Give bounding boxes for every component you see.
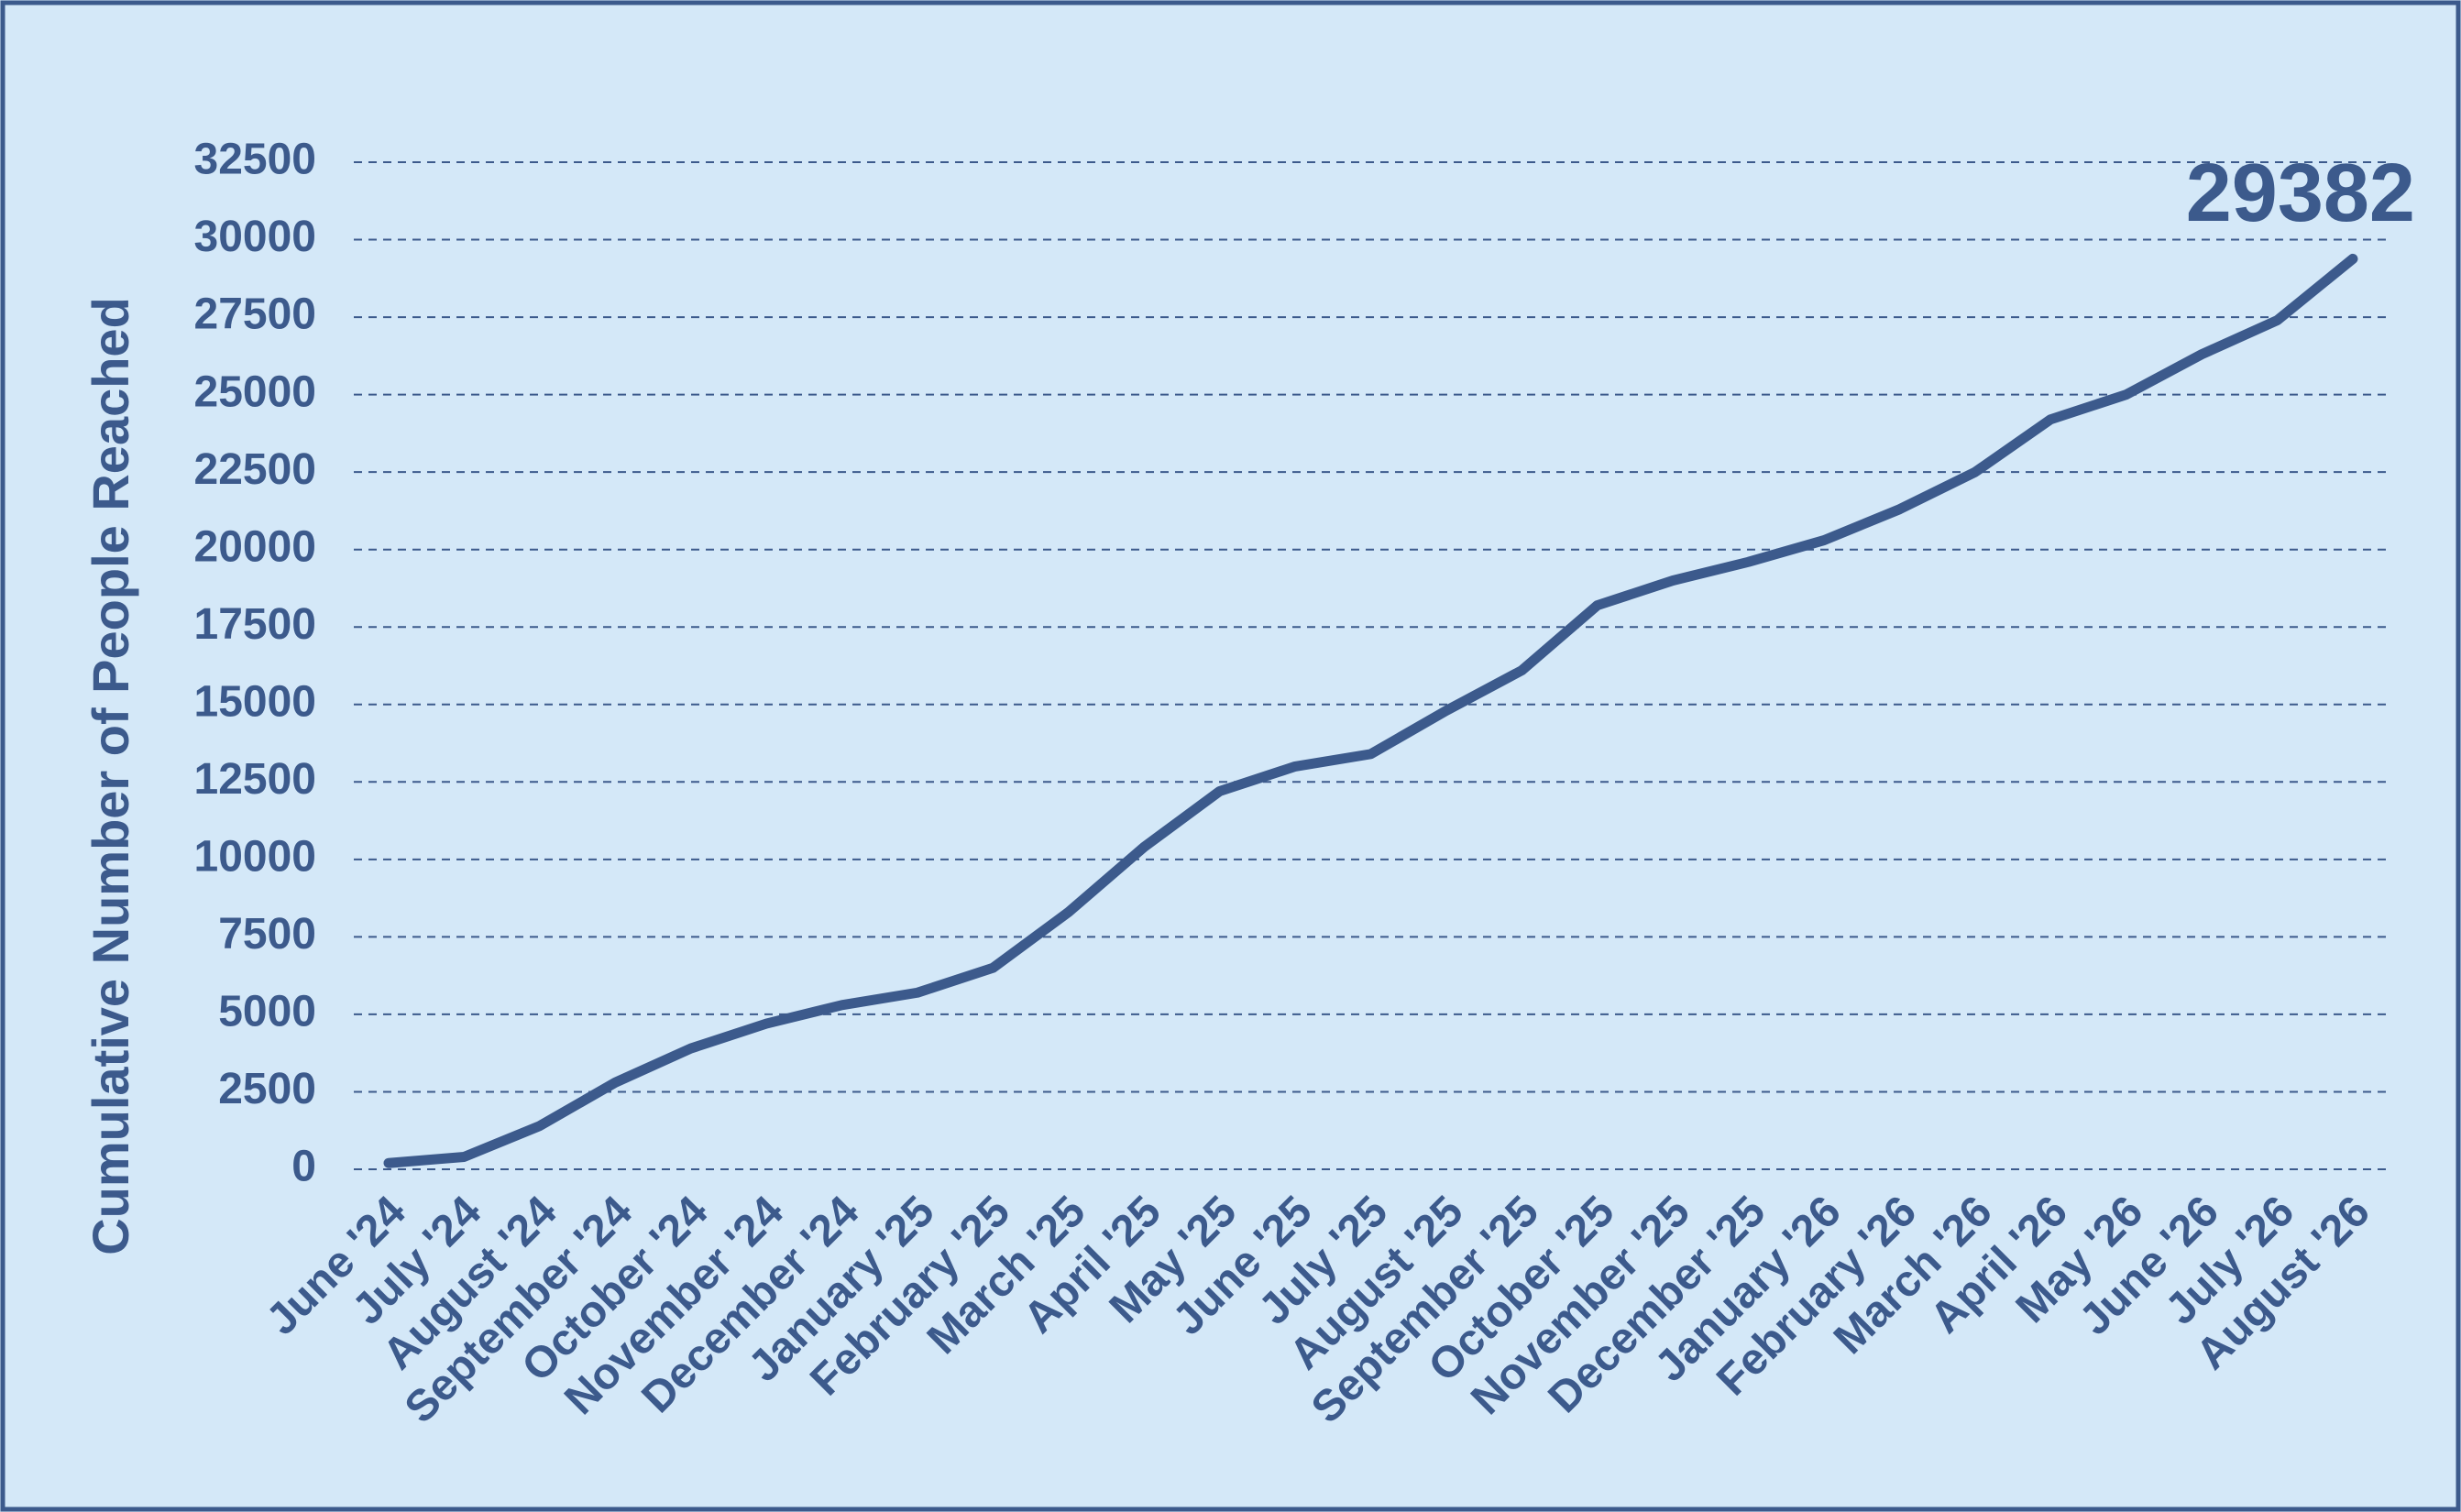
y-tick-label: 0 bbox=[291, 1143, 316, 1191]
y-tick-label: 25000 bbox=[194, 367, 316, 416]
y-tick-label: 22500 bbox=[194, 445, 316, 494]
y-tick-label: 20000 bbox=[194, 522, 316, 571]
y-tick-label: 32500 bbox=[194, 136, 316, 184]
y-tick-label: 10000 bbox=[194, 833, 316, 882]
y-tick-label: 5000 bbox=[218, 988, 316, 1036]
value-label: 29382 bbox=[2186, 148, 2415, 239]
y-tick-label: 7500 bbox=[218, 910, 316, 959]
y-tick-label: 17500 bbox=[194, 600, 316, 649]
y-axis-title: Cumulative Number of People Reached bbox=[82, 297, 139, 1255]
y-tick-label: 12500 bbox=[194, 755, 316, 804]
data-line bbox=[383, 253, 2358, 1168]
y-tick-label: 2500 bbox=[218, 1065, 316, 1113]
y-tick-label: 27500 bbox=[194, 290, 316, 339]
y-tick-label: 15000 bbox=[194, 677, 316, 726]
y-tick-label: 30000 bbox=[194, 213, 316, 261]
